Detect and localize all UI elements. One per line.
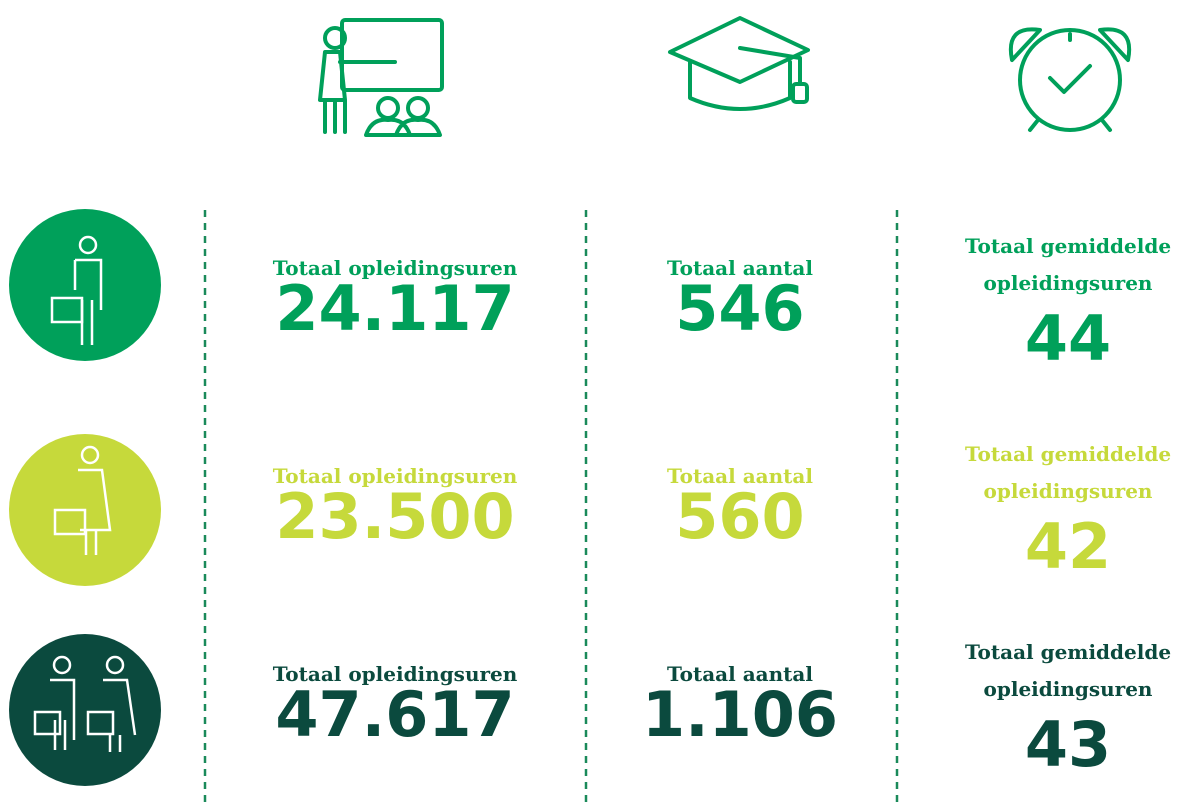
clock-icon [1008,27,1132,132]
hours-value: 23.500 [275,480,515,553]
count-label: Totaal aantal [667,256,813,280]
teacher-icon [318,18,444,137]
hours-label: Totaal opleidingsuren [272,464,518,488]
avg-label: Totaal gemiddelde opleidingsuren [964,234,1172,295]
cap-icon [668,16,810,111]
hours-value: 24.117 [275,272,515,345]
hours-value: 47.617 [275,678,515,751]
dividers [203,210,899,808]
count-value: 1.106 [641,678,839,751]
hours-label: Totaal opleidingsuren [272,256,518,280]
person-icons [33,235,137,752]
count-label: Totaal aantal [667,662,813,686]
hours-label: Totaal opleidingsuren [272,662,518,686]
men-circle [9,209,161,361]
avg-value: 44 [1024,302,1112,375]
avg-value: 43 [1024,708,1112,781]
avg-label: Totaal gemiddelde opleidingsuren [964,442,1172,503]
total-circle [9,634,161,786]
count-value: 560 [675,480,805,553]
count-label: Totaal aantal [667,464,813,488]
avg-value: 42 [1024,510,1112,583]
icons [318,16,1132,137]
avg-label: Totaal gemiddelde opleidingsuren [964,640,1172,701]
count-value: 546 [675,272,805,345]
